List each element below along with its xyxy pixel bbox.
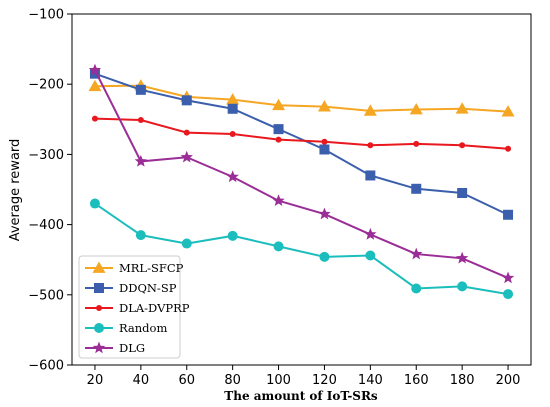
data-point-dla-dvprp xyxy=(505,145,512,152)
series-mrl-sfcp xyxy=(88,79,515,117)
data-point-random xyxy=(89,198,100,209)
y-tick-label: −500 xyxy=(28,288,64,303)
data-point-mrl-sfcp xyxy=(272,98,286,111)
data-point-ddqn-sp xyxy=(411,183,422,194)
data-point-dlg xyxy=(364,227,377,240)
data-point-mrl-sfcp xyxy=(88,79,102,92)
x-tick-label: 20 xyxy=(87,373,104,388)
x-tick-label: 80 xyxy=(224,373,241,388)
legend-label: Random xyxy=(119,321,167,335)
data-point-dlg xyxy=(318,207,331,220)
legend-item-random: Random xyxy=(85,321,167,335)
y-axis-label: Average reward xyxy=(8,139,23,242)
legend-box xyxy=(78,255,181,359)
data-point-ddqn-sp xyxy=(89,68,100,79)
legend-label: MRL-SFCP xyxy=(119,261,184,275)
y-tick-label: −300 xyxy=(28,148,64,163)
x-tick-label: 180 xyxy=(450,373,475,388)
data-point-dlg xyxy=(455,251,469,264)
data-point-dla-dvprp xyxy=(367,142,374,149)
legend-marker xyxy=(94,283,104,293)
legend-label: DLA-DVPRP xyxy=(119,301,190,315)
legend-item-dla-dvprp: DLA-DVPRP xyxy=(85,301,190,315)
data-point-ddqn-sp xyxy=(365,170,376,181)
series-line-mrl-sfcp xyxy=(94,84,509,113)
data-point-ddqn-sp xyxy=(273,124,284,135)
legend: MRL-SFCP DDQN-SP DLA-DVPRP Random DLG xyxy=(78,255,190,359)
data-point-random xyxy=(273,241,284,252)
legend-marker xyxy=(96,305,102,311)
data-point-random xyxy=(503,289,514,300)
legend-item-dlg: DLG xyxy=(85,341,145,355)
data-point-dlg xyxy=(272,194,285,206)
data-point-ddqn-sp xyxy=(457,188,468,199)
series-line-dlg xyxy=(94,69,509,279)
x-tick-label: 40 xyxy=(133,373,150,388)
data-point-dlg xyxy=(134,154,148,167)
x-tick-label: 120 xyxy=(312,373,337,388)
x-tick-label: 140 xyxy=(358,373,383,388)
data-point-random xyxy=(135,230,146,241)
series-line-random xyxy=(94,202,509,296)
data-point-ddqn-sp xyxy=(181,95,192,106)
x-tick-label: 200 xyxy=(496,373,521,388)
data-point-dla-dvprp xyxy=(275,136,282,143)
plot-area xyxy=(71,13,532,366)
series-layer xyxy=(88,63,515,300)
series-dla-dvprp xyxy=(91,115,512,152)
legend-marker xyxy=(92,341,106,354)
data-point-random xyxy=(227,230,238,241)
data-point-mrl-sfcp xyxy=(226,93,240,105)
x-axis-label: The amount of IoT-SRs xyxy=(224,389,378,403)
legend-marker xyxy=(94,323,104,333)
series-dlg xyxy=(88,63,515,284)
data-point-mrl-sfcp xyxy=(363,104,377,116)
legend-item-mrl-sfcp: MRL-SFCP xyxy=(85,261,184,275)
x-tick-label: 100 xyxy=(266,373,291,388)
data-point-dlg xyxy=(88,63,102,76)
data-point-dlg xyxy=(226,170,239,183)
series-line-ddqn-sp xyxy=(94,72,509,216)
data-point-mrl-sfcp xyxy=(409,102,423,115)
data-point-mrl-sfcp xyxy=(317,100,331,112)
series-random xyxy=(89,198,514,300)
x-tick-label: 160 xyxy=(404,373,429,388)
legend-item-ddqn-sp: DDQN-SP xyxy=(85,281,177,295)
data-point-mrl-sfcp xyxy=(455,102,469,114)
data-point-dla-dvprp xyxy=(413,140,420,147)
data-point-dla-dvprp xyxy=(137,117,144,124)
legend-label: DDQN-SP xyxy=(119,281,177,295)
data-point-ddqn-sp xyxy=(503,209,514,220)
data-point-random xyxy=(365,250,376,261)
data-point-ddqn-sp xyxy=(319,144,330,155)
data-point-dla-dvprp xyxy=(321,138,328,145)
data-point-random xyxy=(411,283,422,294)
data-point-dla-dvprp xyxy=(459,142,466,149)
data-point-ddqn-sp xyxy=(227,103,238,114)
data-point-random xyxy=(457,281,468,292)
y-tick-label: −200 xyxy=(28,78,64,93)
axis-layer: 20 40 60 80 100 120 140 160 180 200 −100 −200 −300 −4… xyxy=(28,8,520,389)
data-point-dlg xyxy=(180,150,193,163)
data-point-random xyxy=(319,251,330,262)
y-tick-label: −400 xyxy=(28,218,64,233)
data-point-dlg xyxy=(410,247,423,260)
x-tick-label: 60 xyxy=(178,373,195,388)
data-point-dlg xyxy=(501,271,515,284)
data-point-ddqn-sp xyxy=(135,84,146,95)
data-point-random xyxy=(181,238,192,249)
data-point-dla-dvprp xyxy=(91,115,98,122)
series-ddqn-sp xyxy=(89,68,514,220)
legend-marker xyxy=(92,261,106,273)
y-tick-label: −100 xyxy=(28,8,64,23)
data-point-dla-dvprp xyxy=(183,129,190,136)
y-tick-label: −600 xyxy=(28,359,64,374)
legend-label: DLG xyxy=(119,341,145,355)
data-point-dla-dvprp xyxy=(229,131,236,138)
series-line-dla-dvprp xyxy=(94,117,509,150)
data-point-mrl-sfcp xyxy=(501,105,515,117)
